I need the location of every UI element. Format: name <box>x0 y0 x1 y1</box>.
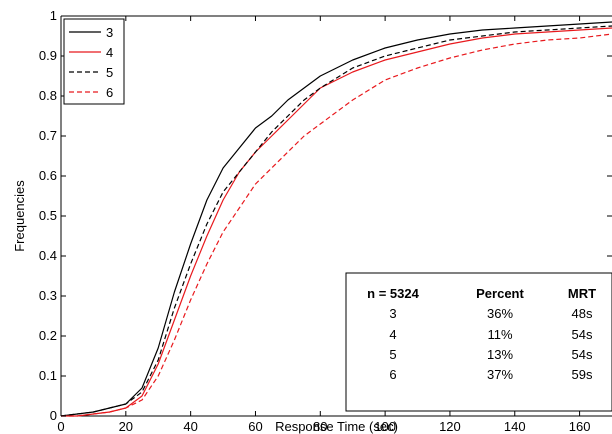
x-axis-label: Response Time (sec) <box>275 419 398 434</box>
x-tick-label: 60 <box>248 419 262 434</box>
x-tick-label: 20 <box>119 419 133 434</box>
table-cell: 5 <box>389 347 396 362</box>
y-tick-label: 0.3 <box>39 288 57 303</box>
x-tick-label: 140 <box>504 419 526 434</box>
legend-label-6: 6 <box>106 85 113 100</box>
y-tick-label: 0.2 <box>39 328 57 343</box>
table-cell: 3 <box>389 306 396 321</box>
y-tick-label: 0.4 <box>39 248 57 263</box>
y-axis-label: Frequencies <box>12 180 27 252</box>
x-tick-label: 80 <box>313 419 327 434</box>
stats-table-box <box>345 272 612 412</box>
legend-box <box>63 18 125 105</box>
table-header-cell: Percent <box>476 286 524 301</box>
plot-area <box>60 15 612 417</box>
x-tick-label: 120 <box>439 419 461 434</box>
table-cell: 6 <box>389 367 396 382</box>
y-tick-label: 0.9 <box>39 48 57 63</box>
table-cell: 11% <box>487 327 512 342</box>
series-line-5 <box>60 25 612 417</box>
x-tick-label: 0 <box>57 419 64 434</box>
legend-label-3: 3 <box>106 25 113 40</box>
table-cell: 13% <box>487 347 513 362</box>
x-axis: 0 20 40 60 80 100 120 140 160 <box>57 16 590 434</box>
legend: 3 4 5 6 <box>63 18 125 105</box>
table-cell: 48s <box>572 306 593 321</box>
table-header-cell: n = 5324 <box>367 286 419 301</box>
y-tick-label: 0.1 <box>39 368 57 383</box>
x-tick-label: 100 <box>374 419 396 434</box>
y-tick-label: 0.5 <box>39 208 57 223</box>
table-cell: 59s <box>572 367 593 382</box>
table-cell: 36% <box>487 306 513 321</box>
y-tick-label: 1 <box>50 8 57 23</box>
table-cell: 4 <box>389 327 396 342</box>
x-tick-label: 160 <box>569 419 591 434</box>
series-line-6 <box>61 33 612 417</box>
legend-label-5: 5 <box>106 65 113 80</box>
y-tick-label: 0.8 <box>39 88 57 103</box>
y-tick-label: 0.6 <box>39 168 57 183</box>
legend-label-4: 4 <box>106 45 113 60</box>
table-cell: 37% <box>487 367 513 382</box>
stats-table: n = 5324 Percent MRT 3 36% 48s 4 11% 54s 5 13% 54s 6… <box>345 272 612 412</box>
y-tick-label: 0.7 <box>39 128 57 143</box>
series-line-3 <box>60 21 612 417</box>
table-header-cell: MRT <box>568 286 596 301</box>
x-tick-label: 40 <box>183 419 197 434</box>
table-cell: 54s <box>572 327 593 342</box>
y-axis: 0 0.1 0.2 0.3 0.4 0.5 0.6 0.7 0.8 0.9 1 <box>39 8 612 423</box>
y-tick-label: 0 <box>50 408 57 423</box>
table-cell: 54s <box>572 347 593 362</box>
